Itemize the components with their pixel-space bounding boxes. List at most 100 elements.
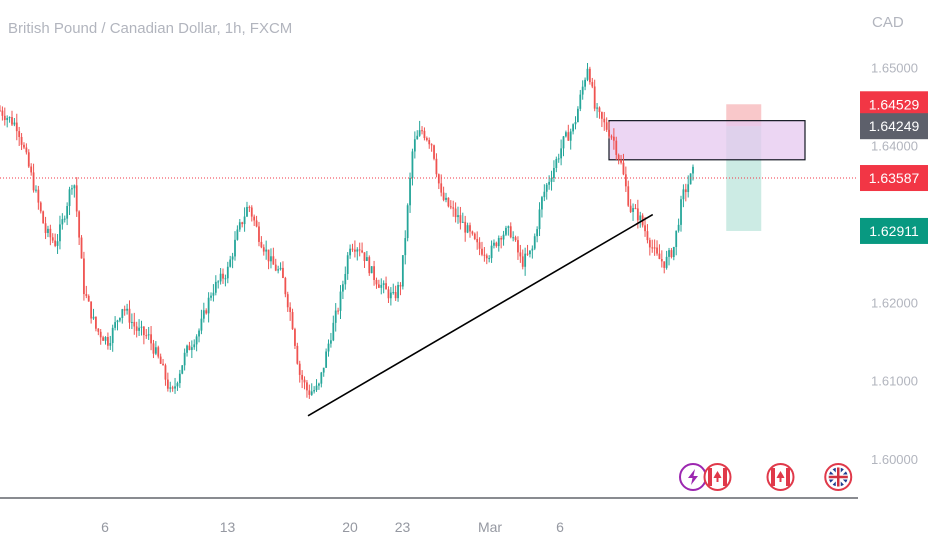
candle-body <box>250 207 253 217</box>
candle-body <box>560 148 563 159</box>
candle-body <box>660 259 663 262</box>
candle-body <box>286 294 289 308</box>
candle-body <box>92 316 95 319</box>
candle-body <box>310 391 313 395</box>
candle-body <box>368 257 371 274</box>
candle-body <box>294 329 296 346</box>
lightning-event-icon[interactable] <box>679 463 707 491</box>
candle-body <box>59 224 61 242</box>
candle-body <box>680 199 682 225</box>
candle-body <box>169 387 172 389</box>
candle-body <box>538 209 541 230</box>
candle-body <box>186 345 188 353</box>
candle-body <box>541 197 543 210</box>
candle-body <box>461 221 464 223</box>
candle-body <box>320 372 323 384</box>
candle-body <box>505 227 507 235</box>
candle-body <box>428 140 431 145</box>
candle-body <box>15 122 18 132</box>
candle-body <box>584 79 586 87</box>
candle-body <box>672 246 675 258</box>
candle-body <box>49 228 52 238</box>
candle-body <box>219 273 222 282</box>
candle-body <box>234 239 236 257</box>
candle-body <box>536 229 539 237</box>
candle-body <box>668 250 670 257</box>
candle-body <box>71 188 73 190</box>
candle-body <box>279 267 282 270</box>
candle-body <box>152 343 155 354</box>
candle-body <box>6 118 9 121</box>
candle-body <box>306 382 308 391</box>
candle-body <box>684 189 687 193</box>
candle-body <box>656 247 658 254</box>
trendline[interactable] <box>307 213 654 417</box>
candle-body <box>322 367 325 373</box>
candle-body <box>202 310 205 319</box>
candle-body <box>365 257 368 261</box>
candle-body <box>51 237 54 241</box>
candle-body <box>394 292 397 299</box>
candle-body <box>116 320 119 323</box>
candle-body <box>231 256 234 260</box>
candle-body <box>193 344 196 348</box>
candle-body <box>142 326 145 336</box>
candle-body <box>533 236 536 249</box>
candle-body <box>267 249 270 262</box>
y-tick-label: 1.64000 <box>871 139 918 154</box>
zones-layer <box>608 104 806 231</box>
candle-body <box>315 385 318 391</box>
candle-body <box>334 310 337 323</box>
supply-zone-rectangle[interactable] <box>608 120 806 161</box>
candle-body <box>521 256 524 267</box>
candle-body <box>262 247 265 252</box>
candle-body <box>339 291 342 311</box>
candle-body <box>565 132 567 137</box>
candle-body <box>147 334 150 336</box>
candle-body <box>121 309 124 318</box>
canada-flag-icon[interactable] <box>766 463 795 491</box>
uk-flag-icon[interactable] <box>824 463 853 491</box>
candle-body <box>318 383 320 386</box>
candle-body <box>166 379 169 389</box>
candle-body <box>313 390 316 392</box>
candle-body <box>35 189 37 191</box>
candle-body <box>210 295 212 298</box>
candle-body <box>238 222 241 230</box>
candle-body <box>502 234 505 240</box>
candle-body <box>380 284 383 288</box>
candle-body <box>526 253 529 255</box>
candle-body <box>303 379 306 383</box>
y-tick-label: 1.60000 <box>871 452 918 467</box>
candle-body <box>224 278 227 280</box>
lines-layer <box>0 177 858 417</box>
candle-body <box>183 352 186 366</box>
candle-body <box>454 208 457 218</box>
price-tag-label: 1.62911 <box>869 223 919 239</box>
candle-body <box>260 241 263 248</box>
canada-flag-icon[interactable] <box>703 463 732 491</box>
candle-body <box>632 208 634 212</box>
candle-body <box>397 285 399 299</box>
candle-body <box>457 215 459 218</box>
candle-body <box>181 365 184 374</box>
candles-layer <box>0 62 694 399</box>
candle-body <box>27 152 30 167</box>
candle-body <box>346 255 349 274</box>
candle-body <box>471 231 474 234</box>
candle-body <box>332 322 335 341</box>
candle-body <box>509 226 512 238</box>
candle-body <box>401 255 404 287</box>
candle-body <box>411 151 414 178</box>
candle-body <box>356 249 359 252</box>
candle-body <box>150 334 152 344</box>
candle-body <box>548 181 551 185</box>
candle-body <box>648 240 651 248</box>
candle-body <box>212 292 215 296</box>
candle-body <box>416 135 419 140</box>
candle-body <box>222 273 224 279</box>
candle-body <box>90 301 93 319</box>
candle-body <box>351 248 354 250</box>
price-tag: 1.64529 <box>860 91 928 118</box>
